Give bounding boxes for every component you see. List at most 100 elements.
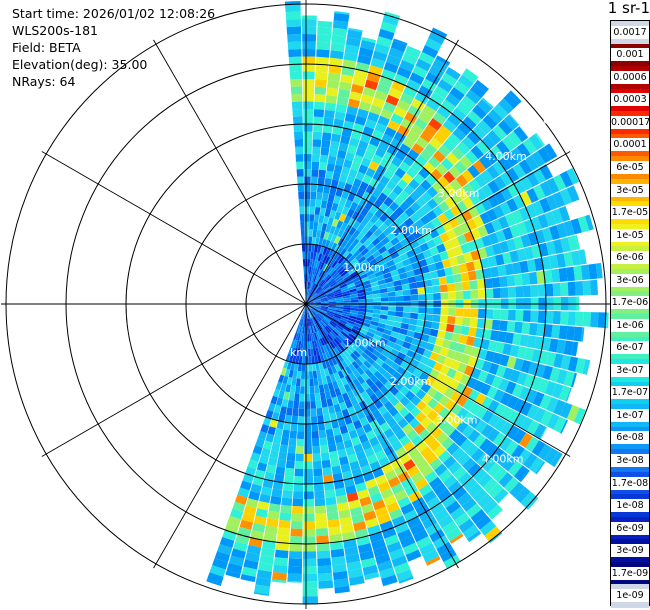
beta-gate-cell (415, 389, 427, 400)
colorbar-tick-label: 1.7e-08 (611, 476, 649, 490)
beta-gate-cell (302, 251, 306, 260)
beta-gate-cell (310, 325, 314, 334)
beta-gate-cell (377, 115, 390, 127)
beta-gate-cell (284, 368, 291, 377)
beta-gate-cell (463, 344, 474, 356)
beta-gate-cell (321, 319, 328, 326)
beta-gate-cell (307, 333, 310, 342)
beta-gate-cell (303, 101, 314, 110)
beta-gate-cell (361, 37, 377, 44)
beta-gate-cell (253, 515, 267, 526)
beta-gate-cell (450, 237, 461, 248)
beta-gate-cell (391, 555, 408, 568)
beta-gate-cell (324, 177, 332, 187)
beta-gate-cell (275, 381, 283, 391)
beta-gate-cell (306, 289, 309, 297)
beta-gate-cell (551, 383, 564, 399)
beta-gate-cell (491, 375, 503, 389)
beta-gate-cell (570, 218, 582, 235)
beta-gate-cell (426, 358, 437, 369)
beta-gate-cell (418, 85, 433, 98)
beta-gate-cell (366, 254, 375, 263)
beta-gate-cell (385, 281, 395, 288)
beta-gate-cell (402, 258, 412, 267)
beta-gate-cell (313, 299, 321, 303)
beta-gate-cell (437, 488, 452, 503)
beta-gate-cell (390, 113, 404, 125)
beta-gate-cell (434, 508, 450, 523)
beta-gate-cell (324, 256, 331, 265)
beta-gate-cell (329, 341, 336, 349)
beta-gate-cell (573, 185, 580, 200)
beta-gate-cell (446, 152, 460, 166)
beta-gate-cell (445, 323, 455, 333)
beta-gate-cell (297, 325, 301, 334)
beta-gate-cell (556, 369, 568, 385)
beta-gate-cell (335, 298, 344, 302)
beta-gate-cell (312, 453, 322, 462)
beta-gate-cell (330, 458, 340, 468)
beta-gate-cell (536, 323, 546, 337)
beta-gate-cell (447, 113, 462, 127)
beta-gate-cell (334, 292, 343, 297)
beta-gate-cell (307, 266, 310, 275)
beta-gate-cell (337, 448, 347, 459)
beta-gate-cell (429, 457, 443, 471)
beta-gate-cell (276, 420, 285, 430)
beta-gate-cell (502, 343, 513, 356)
beta-gate-cell (544, 447, 559, 465)
beta-gate-cell (444, 331, 454, 341)
beta-gate-cell (369, 214, 379, 225)
beta-gate-cell (467, 110, 482, 125)
beta-gate-cell (365, 430, 376, 441)
beta-gate-cell (484, 150, 499, 165)
beta-gate-cell (443, 474, 458, 489)
beta-gate-cell (365, 220, 375, 230)
beta-gate-cell (311, 308, 319, 314)
beta-gate-cell (515, 309, 524, 322)
beta-gate-cell (356, 223, 365, 233)
azimuth-spoke (41, 303, 307, 457)
beta-gate-cell (473, 159, 487, 174)
beta-gate-cell (331, 35, 347, 45)
colorbar-tick-label: 6e-09 (611, 521, 649, 535)
beta-gate-cell (328, 358, 335, 367)
beta-gate-cell (416, 319, 425, 327)
beta-gate-cell (408, 490, 422, 503)
beta-gate-cell (335, 254, 343, 263)
beta-gate-cell (302, 64, 316, 72)
beta-gate-cell (309, 341, 313, 349)
beta-gate-cell (245, 552, 260, 563)
beta-gate-cell (436, 354, 447, 365)
beta-gate-cell (313, 298, 321, 302)
beta-gate-cell (409, 358, 420, 368)
beta-gate-cell (467, 326, 477, 337)
beta-gate-cell (328, 307, 336, 310)
beta-gate-cell (302, 56, 316, 65)
beta-gate-cell (302, 26, 317, 35)
beta-gate-cell (359, 273, 368, 280)
beta-gate-cell (514, 486, 531, 503)
beta-gate-cell (485, 309, 494, 320)
beta-gate-cell (278, 519, 291, 529)
beta-gate-cell (302, 259, 306, 267)
beta-gate-cell (317, 565, 332, 574)
beta-gate-cell (348, 315, 357, 320)
beta-gate-cell (520, 416, 533, 432)
beta-gate-cell (272, 571, 287, 581)
beta-gate-cell (385, 320, 395, 327)
beta-gate-cell (346, 492, 359, 503)
beta-gate-cell (474, 419, 488, 434)
beta-gate-cell (344, 366, 353, 375)
beta-gate-cell (511, 209, 524, 224)
beta-gate-cell (327, 519, 340, 528)
beta-gate-cell (433, 307, 441, 315)
colorbar-tick-label: 6e-07 (611, 341, 649, 355)
beta-gate-cell (445, 93, 461, 107)
beta-gate-cell (371, 317, 380, 323)
beta-gate-cell (573, 407, 586, 425)
beta-gate-cell (356, 410, 366, 420)
beta-gate-cell (328, 443, 337, 453)
beta-gate-cell (534, 132, 545, 147)
beta-gate-cell (388, 87, 403, 100)
